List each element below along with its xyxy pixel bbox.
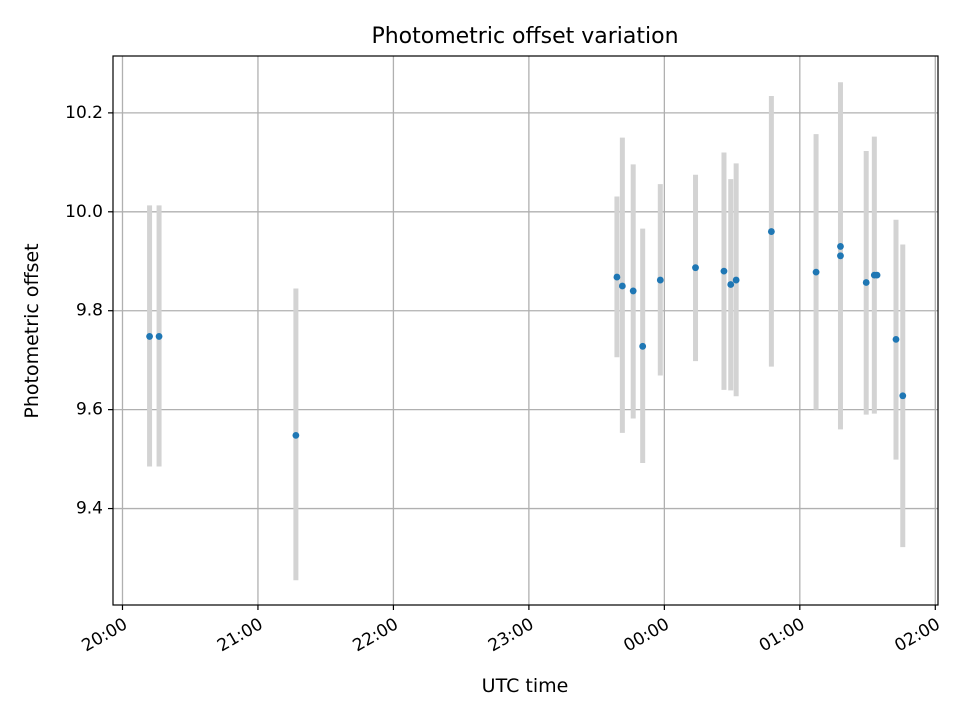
data-point (155, 333, 163, 340)
data-point (613, 273, 621, 281)
grid-lines (113, 56, 938, 605)
data-point (727, 281, 735, 288)
data-point (292, 431, 300, 439)
data-point (146, 333, 153, 340)
data-point (656, 276, 664, 284)
data-point (873, 271, 881, 279)
data-point (732, 276, 740, 284)
data-point (862, 279, 870, 286)
x-axis-label: UTC time (482, 675, 569, 697)
data-point (720, 267, 728, 275)
data-points (146, 228, 907, 439)
data-point (618, 282, 626, 290)
plot-area-frame (112, 55, 939, 606)
data-point (837, 252, 844, 260)
y-tick-label: 10.2 (65, 103, 103, 123)
data-point (892, 336, 900, 343)
data-point (899, 392, 907, 400)
data-point (629, 287, 637, 295)
y-axis-label: Photometric offset (21, 243, 43, 418)
data-point (767, 228, 775, 235)
data-point (639, 342, 647, 350)
y-tick-label: 9.6 (76, 400, 103, 420)
y-tick-label: 9.8 (76, 301, 103, 321)
data-point (837, 243, 844, 250)
y-tick-label: 10.0 (65, 202, 103, 222)
y-tick-label: 9.4 (76, 499, 103, 519)
y-axis: 9.4 9.6 9.8 10.0 10.2 (65, 103, 113, 519)
chart-title: Photometric offset variation (371, 24, 678, 49)
data-point (812, 268, 820, 276)
data-point (692, 264, 699, 272)
